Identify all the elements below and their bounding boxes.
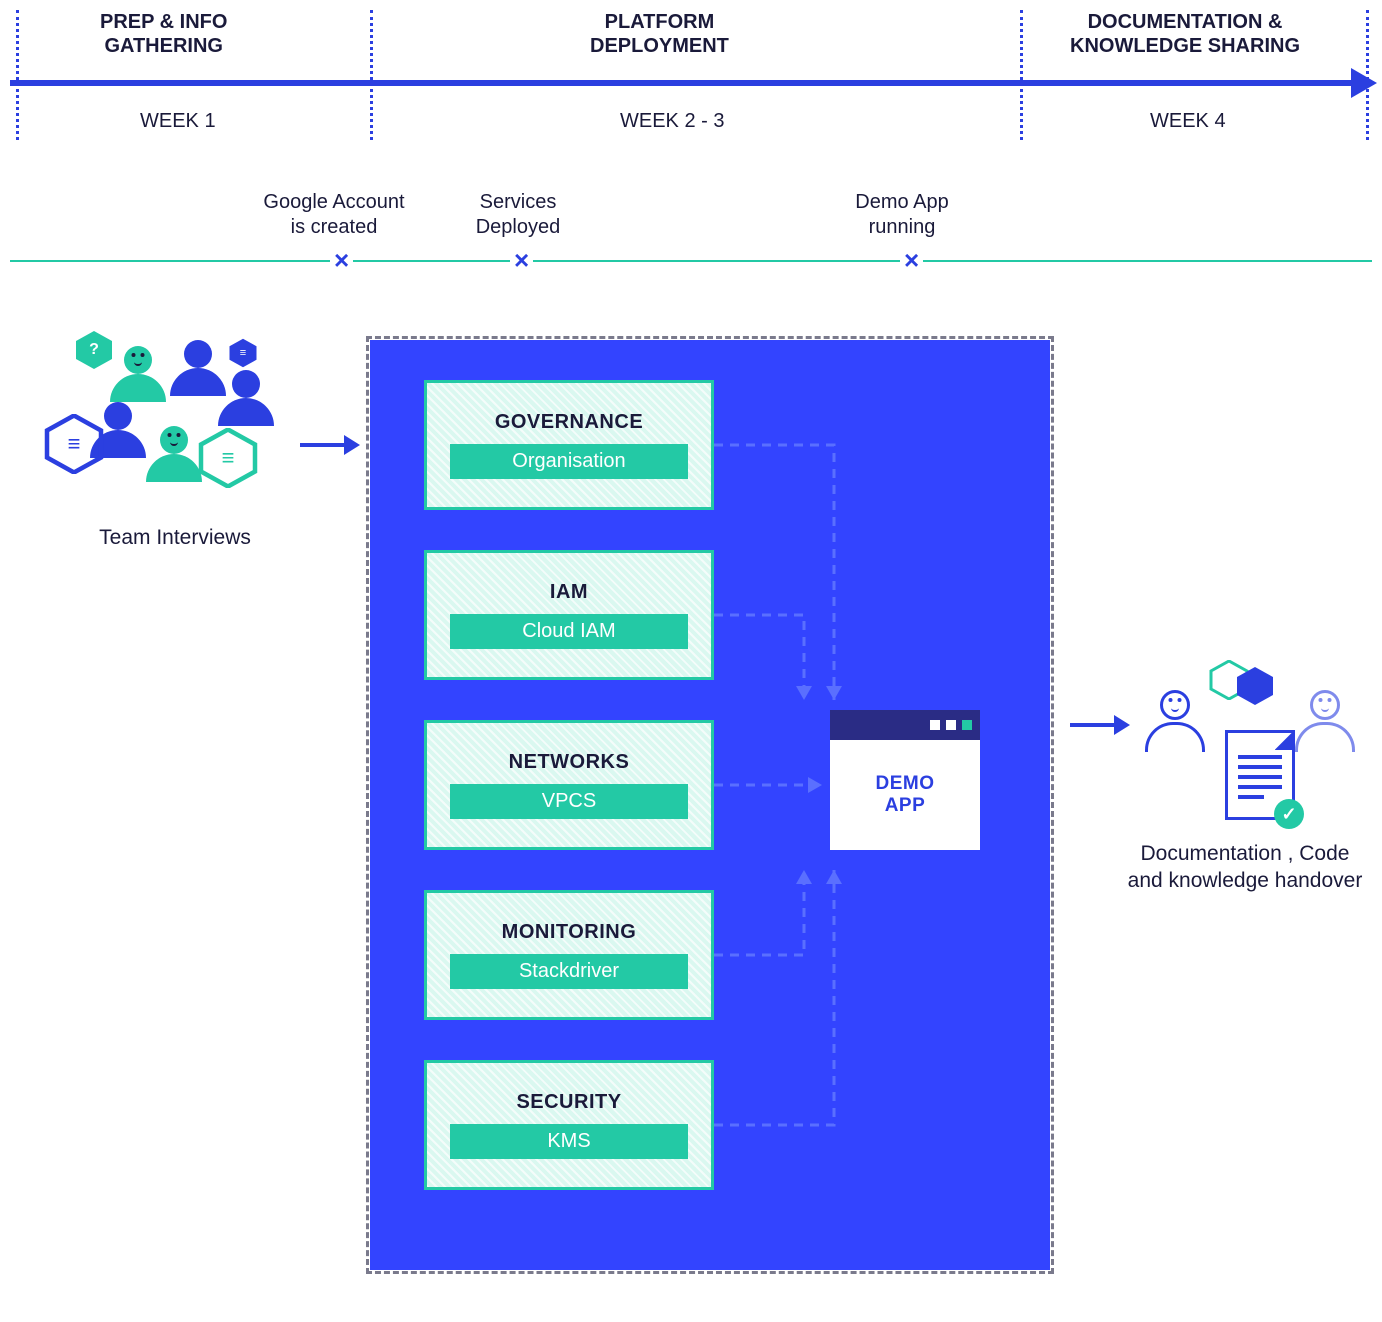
team-caption: Team Interviews (30, 526, 320, 550)
service-iam: IAM Cloud IAM (424, 550, 714, 680)
chat-bubble-icon: ≡ (198, 428, 258, 488)
team-interviews: ? ≡ ≡ ≡ Team Interviews (30, 340, 320, 550)
phase-title-2: DOCUMENTATION & KNOWLEDGE SHARING (1070, 10, 1300, 58)
phase-week-2: WEEK 4 (1150, 110, 1226, 133)
phase-title-0: PREP & INFO GATHERING (100, 10, 227, 58)
arrow-team-to-platform (300, 435, 360, 455)
phase-week-0: WEEK 1 (140, 110, 216, 133)
question-bubble-icon: ? (74, 330, 114, 370)
service-governance: GOVERNANCE Organisation (424, 380, 714, 510)
milestone-line (10, 260, 1372, 262)
demo-app-titlebar (830, 710, 980, 740)
demo-app-window: DEMO APP (830, 710, 980, 850)
chat-bubble-icon: ≡ (228, 338, 258, 368)
document-icon: ✓ (1225, 730, 1295, 820)
person-icon (110, 346, 166, 402)
service-networks: NETWORKS VPCS (424, 720, 714, 850)
service-security: SECURITY KMS (424, 1060, 714, 1190)
timeline-tick-0 (16, 10, 19, 140)
docs-caption: Documentation , Code and knowledge hando… (1120, 840, 1370, 895)
timeline-arrow-shaft (10, 80, 1352, 86)
milestone-x-1: × (510, 248, 533, 272)
service-sub: Stackdriver (450, 954, 689, 989)
milestone-label-1: Services Deployed (468, 190, 568, 240)
person-outline-icon (1145, 690, 1205, 752)
documentation-handover: ✓ Documentation , Code and knowledge han… (1120, 660, 1370, 895)
timeline-tick-1 (370, 10, 373, 140)
speech-hex-icon (1235, 666, 1275, 706)
service-title: SECURITY (516, 1091, 621, 1114)
demo-app-body: DEMO APP (830, 740, 980, 850)
service-title: NETWORKS (509, 751, 630, 774)
service-title: IAM (550, 581, 588, 604)
person-icon (218, 370, 274, 426)
milestone-label-2: Demo App running (832, 190, 972, 240)
team-icons: ? ≡ ≡ ≡ (50, 340, 300, 510)
phase-week-1: WEEK 2 - 3 (620, 110, 724, 133)
milestone-x-0: × (330, 248, 353, 272)
timeline-tick-2 (1020, 10, 1023, 140)
docs-icons: ✓ (1125, 660, 1365, 830)
service-sub: Cloud IAM (450, 614, 689, 649)
timeline: PREP & INFO GATHERING WEEK 1 PLATFORM DE… (0, 10, 1382, 140)
platform-box: GOVERNANCE Organisation IAM Cloud IAM NE… (370, 340, 1050, 1270)
chat-bubble-icon: ≡ (44, 414, 104, 474)
milestone-label-0: Google Account is created (254, 190, 414, 240)
service-monitoring: MONITORING Stackdriver (424, 890, 714, 1020)
milestone-x-2: × (900, 248, 923, 272)
milestones: Google Account is created × Services Dep… (0, 190, 1382, 300)
timeline-arrow-head (1351, 68, 1377, 98)
checkmark-icon: ✓ (1274, 799, 1304, 829)
person-outline-icon (1295, 690, 1355, 752)
service-title: MONITORING (502, 921, 637, 944)
service-sub: VPCS (450, 784, 689, 819)
service-sub: KMS (450, 1124, 689, 1159)
timeline-tick-end (1366, 10, 1369, 140)
person-icon (146, 426, 202, 482)
demo-app-label: DEMO APP (876, 773, 935, 817)
service-sub: Organisation (450, 444, 689, 479)
phase-title-1: PLATFORM DEPLOYMENT (590, 10, 729, 58)
service-title: GOVERNANCE (495, 411, 643, 434)
